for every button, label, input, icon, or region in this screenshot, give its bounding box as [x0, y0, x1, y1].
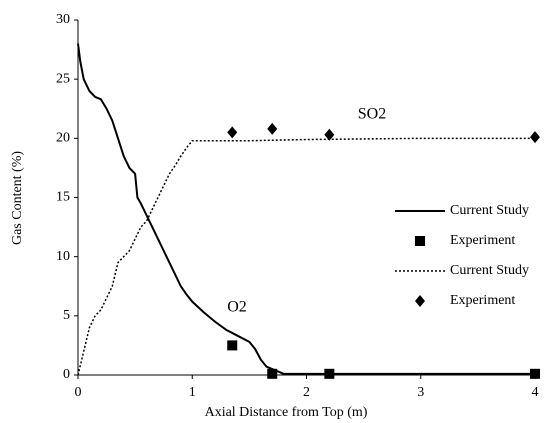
- x-tick-label: 1: [189, 385, 196, 400]
- legend-marker: [415, 295, 425, 307]
- annotation: O2: [227, 299, 247, 316]
- x-tick-label: 0: [75, 385, 82, 400]
- x-tick-label: 2: [303, 385, 310, 400]
- data-point: [267, 368, 278, 379]
- data-point: [227, 126, 238, 139]
- annotation: SO2: [358, 106, 386, 123]
- data-point: [324, 128, 335, 141]
- legend-label: Experiment: [450, 233, 515, 248]
- legend-label: Current Study: [450, 263, 529, 278]
- y-tick-label: 20: [56, 131, 70, 146]
- y-tick-label: 15: [56, 190, 70, 205]
- data-point: [530, 368, 540, 379]
- data-point: [227, 340, 238, 351]
- legend-label: Experiment: [450, 293, 515, 308]
- data-line: [77, 43, 535, 375]
- y-tick-label: 5: [63, 308, 70, 323]
- data-point: [530, 131, 540, 144]
- data-point: [324, 368, 335, 379]
- legend-label: Current Study: [450, 203, 529, 218]
- y-tick-label: 30: [56, 12, 70, 27]
- x-tick-label: 4: [532, 385, 539, 400]
- y-tick-label: 25: [56, 71, 70, 86]
- x-tick-label: 3: [417, 385, 424, 400]
- y-axis-title: Gas Content (%): [10, 151, 25, 245]
- legend-marker: [415, 236, 425, 246]
- y-tick-label: 10: [56, 249, 70, 264]
- x-axis-title: Axial Distance from Top (m): [205, 405, 368, 420]
- data-point: [267, 122, 278, 135]
- data-line: [77, 137, 535, 376]
- y-tick-label: 0: [63, 367, 70, 382]
